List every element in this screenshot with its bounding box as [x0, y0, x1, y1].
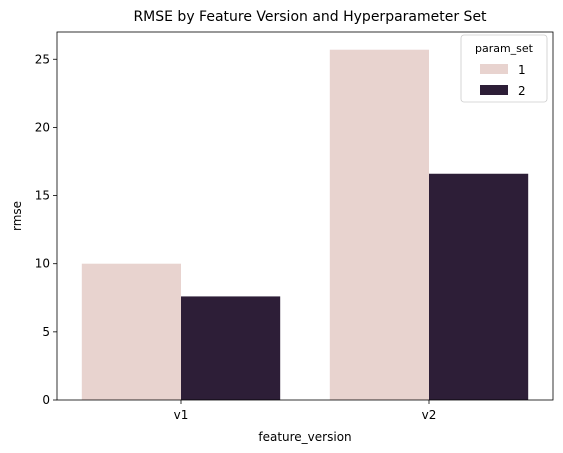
bar-v1-set-2 — [181, 296, 281, 400]
x-axis-label: feature_version — [258, 430, 351, 444]
legend: param_set 1 2 — [460, 34, 548, 103]
legend-swatch-1 — [480, 64, 508, 74]
bar-v1-set-1 — [81, 263, 181, 400]
bar-v2-set-2 — [429, 173, 529, 400]
x-tick-label: v1 — [174, 408, 189, 422]
y-tick-label: 15 — [35, 189, 50, 203]
y-tick-label: 20 — [35, 120, 50, 134]
x-axis: v1 v2 — [174, 400, 437, 422]
y-tick-label: 5 — [42, 325, 50, 339]
y-tick-label: 25 — [35, 52, 50, 66]
y-axis-label: rmse — [10, 201, 24, 231]
y-axis: 0 5 10 15 20 25 — [35, 52, 57, 407]
legend-title: param_set — [475, 42, 534, 55]
legend-swatch-2 — [480, 85, 508, 95]
legend-label-1: 1 — [518, 63, 526, 77]
plot-frame — [56, 31, 554, 401]
legend-label-2: 2 — [518, 84, 526, 98]
bars-layer — [81, 49, 529, 401]
x-tick-label: v2 — [422, 408, 437, 422]
chart-title: RMSE by Feature Version and Hyperparamet… — [133, 9, 487, 25]
bar-v2-set-1 — [329, 49, 429, 401]
y-tick-label: 10 — [35, 257, 50, 271]
y-tick-label: 0 — [42, 393, 50, 407]
